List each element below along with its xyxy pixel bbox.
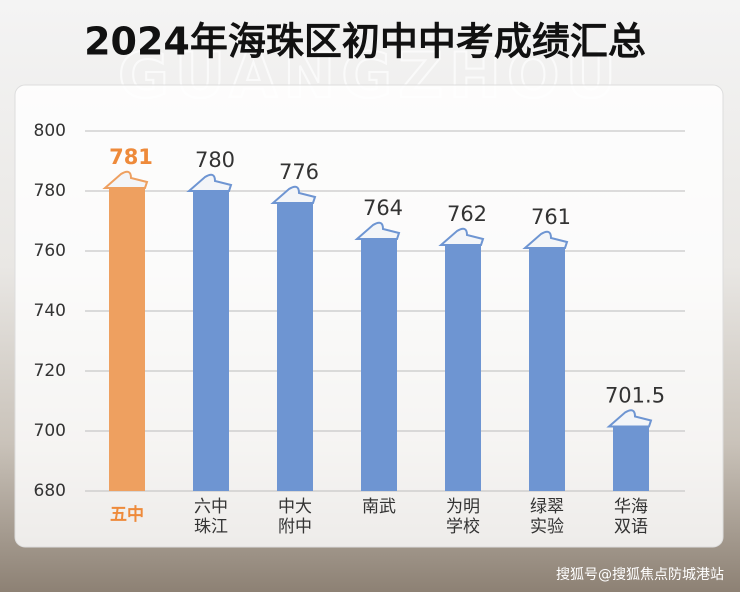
x-tick-label: 南武 [362, 497, 396, 517]
y-tick-label: 740 [34, 301, 66, 321]
bar [277, 203, 313, 491]
y-tick-label: 680 [34, 481, 66, 501]
value-label: 780 [195, 148, 235, 172]
bar [361, 239, 397, 491]
bar [529, 248, 565, 491]
bar [193, 191, 229, 491]
bar [109, 188, 145, 491]
bar [613, 426, 649, 491]
x-tick-label: 中大附中 [278, 497, 312, 537]
y-tick-label: 760 [34, 241, 66, 261]
value-label: 701.5 [605, 384, 665, 408]
bar-cap [438, 227, 485, 246]
y-tick-label: 700 [34, 421, 66, 441]
value-label: 761 [531, 205, 571, 229]
x-tick-label: 五中 [110, 505, 144, 525]
y-tick-label: 780 [34, 181, 66, 201]
y-tick-label: 720 [34, 361, 66, 381]
bar-cap [606, 409, 653, 428]
y-tick-label: 800 [34, 121, 66, 141]
x-tick-label: 绿翠实验 [530, 497, 564, 537]
x-tick-label: 华海双语 [614, 497, 648, 537]
value-label: 764 [363, 196, 403, 220]
value-label: 762 [447, 202, 487, 226]
bar-cap [522, 230, 569, 249]
x-tick-label: 六中珠江 [194, 497, 228, 537]
chart-title: 2024年海珠区初中中考成绩汇总 [84, 20, 646, 64]
value-label: 781 [109, 145, 153, 169]
bar-cap [354, 221, 401, 240]
value-label: 776 [279, 160, 319, 184]
bar-cap [186, 173, 233, 192]
bar-cap [102, 170, 149, 189]
bar-cap [270, 185, 317, 204]
x-tick-label: 为明学校 [446, 497, 480, 537]
footer: 搜狐号@搜狐焦点防城港站 [556, 567, 724, 583]
bar [445, 245, 481, 491]
